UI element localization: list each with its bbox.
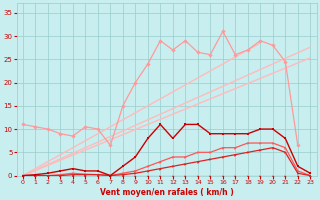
X-axis label: Vent moyen/en rafales ( km/h ): Vent moyen/en rafales ( km/h ) [100,188,234,197]
